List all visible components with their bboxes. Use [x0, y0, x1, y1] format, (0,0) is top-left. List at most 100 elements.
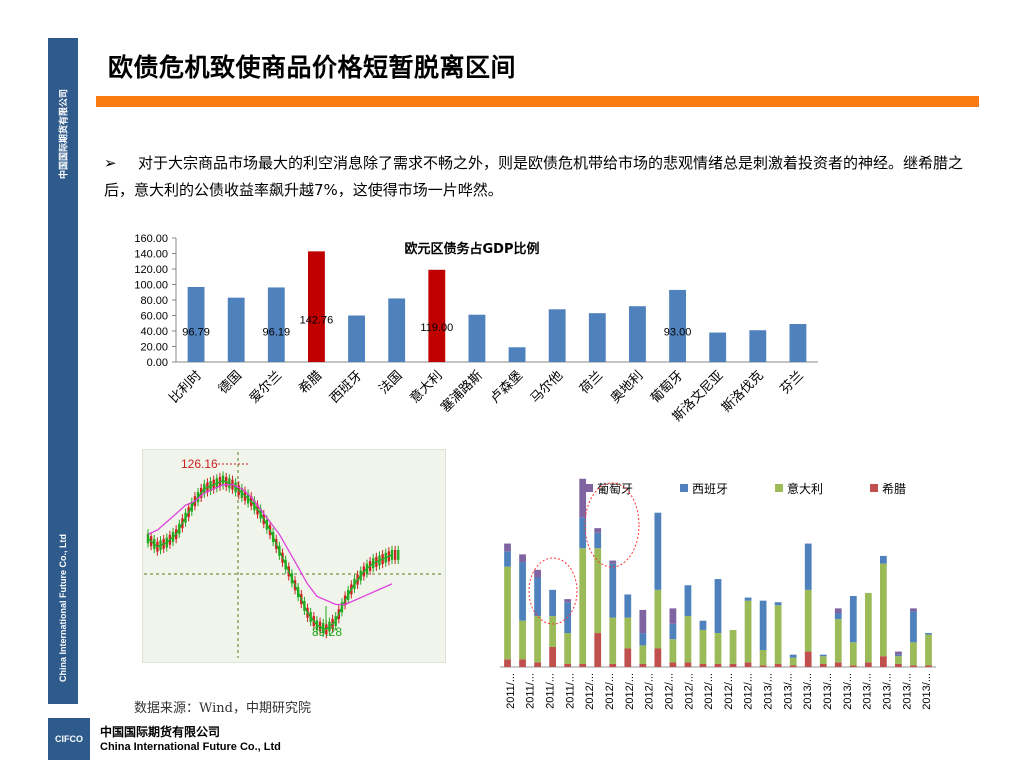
- stacked-bar-seg: [774, 663, 782, 667]
- bar-category-label: 芬兰: [778, 368, 807, 397]
- stacked-bar-seg: [594, 548, 602, 634]
- stacked-bar-seg: [624, 617, 632, 649]
- stacked-bar-seg: [519, 562, 526, 621]
- stacked-bar-seg: [579, 663, 587, 667]
- stacked-bar-seg: [534, 662, 541, 667]
- stacked-bar-seg: [609, 663, 617, 667]
- stacked-bar-seg: [669, 623, 677, 640]
- stacked-bar-seg: [789, 657, 797, 666]
- bar-data-label: 142.76: [300, 314, 334, 326]
- stacked-bar-seg: [895, 663, 902, 667]
- highlight-circle: [584, 482, 640, 568]
- bar-8: [508, 347, 526, 362]
- stacked-bar-seg: [759, 665, 767, 667]
- bar-category-label: 马尔他: [528, 368, 566, 406]
- bar-13: [709, 332, 727, 362]
- stacked-bar-seg: [895, 651, 902, 655]
- stacked-bar-seg: [879, 656, 887, 667]
- stacked-bar-seg: [669, 639, 677, 663]
- sidebar-band: 中国国际期货有限公司 China International Future Co…: [48, 38, 78, 704]
- stacked-bar-seg: [789, 654, 797, 658]
- stacked-bar-seg: [519, 659, 526, 667]
- stacked-bar-seg: [864, 592, 872, 663]
- bar-9: [548, 309, 566, 362]
- stacked-bar-seg: [895, 656, 902, 664]
- stacked-x-label: 2013/...: [842, 673, 854, 710]
- data-source: 数据来源：Wind，中期研究院: [134, 701, 311, 716]
- stacked-x-label: 2012/...: [624, 673, 636, 710]
- stacked-bar-seg: [534, 616, 541, 663]
- bar-category-label: 希腊: [296, 368, 325, 397]
- stacked-bar-seg: [834, 619, 842, 663]
- stacked-bar-seg: [864, 662, 872, 667]
- page-title: 欧债危机致使商品价格短暂脱离区间: [108, 53, 517, 82]
- bar-data-label: 96.79: [182, 327, 210, 339]
- bar-category-label: 塞浦路斯: [438, 368, 486, 416]
- stacked-bar-seg: [759, 650, 767, 666]
- stacked-bar-seg: [804, 543, 812, 590]
- stacked-bar-seg: [549, 646, 557, 667]
- bar-15: [789, 324, 807, 362]
- bar-12: [669, 289, 686, 362]
- stacked-bar-seg: [594, 528, 602, 533]
- stacked-bar-seg: [504, 551, 511, 567]
- stacked-bar-seg: [669, 608, 677, 624]
- stacked-bar-seg: [804, 651, 812, 667]
- stacked-bar-seg: [579, 517, 587, 549]
- stacked-bar-seg: [714, 633, 722, 664]
- stacked-bar-seg: [910, 608, 917, 612]
- stacked-bar-seg: [819, 663, 827, 667]
- stacked-bar-seg: [759, 600, 767, 651]
- bar-0: [187, 286, 205, 362]
- highlight-circle: [528, 557, 578, 625]
- bar-14: [749, 330, 767, 362]
- stacked-legend-swatch: [870, 484, 878, 492]
- bar-6: [428, 269, 446, 362]
- bar-category-label: 荷兰: [577, 368, 606, 397]
- stacked-bar-seg: [699, 620, 707, 630]
- stacked-x-label: 2013/...: [763, 673, 775, 710]
- stacked-bar-seg: [624, 594, 632, 618]
- bar-category-label: 斯洛伐克: [719, 368, 766, 415]
- stacked-bar-seg: [879, 555, 887, 564]
- stacked-bar-seg: [594, 532, 602, 549]
- stacked-legend-label: 希腊: [882, 481, 906, 496]
- bar-3: [308, 251, 325, 362]
- stacked-x-label: 2012/...: [644, 673, 656, 710]
- footer-company-cn: 中国国际期货有限公司: [100, 725, 221, 739]
- stacked-x-label: 2012/...: [584, 673, 596, 710]
- stacked-bar-seg: [879, 563, 887, 657]
- stacked-bar-seg: [609, 560, 617, 564]
- stacked-bar-seg: [534, 569, 541, 578]
- stacked-bar-seg: [774, 602, 782, 606]
- stacked-bar-seg: [925, 633, 932, 635]
- stacked-legend-label: 意大利: [787, 481, 823, 496]
- bar-chart-y-tick-label: 60.00: [140, 311, 168, 323]
- stacked-legend-swatch: [775, 484, 783, 492]
- stacked-bar-seg: [714, 579, 722, 634]
- stacked-bar-seg: [534, 577, 541, 617]
- stacked-x-label: 2013/...: [822, 673, 834, 710]
- stacked-bar-seg: [895, 654, 902, 657]
- stacked-bar-seg: [519, 620, 526, 660]
- stacked-x-label: 2011/...: [525, 673, 537, 709]
- bar-category-label: 意大利: [407, 368, 446, 407]
- stacked-bar-seg: [789, 665, 797, 667]
- bullet-text: 对于大宗商品市场最大的利空消息除了需求不畅之外，则是欧债危机带给市场的悲观情绪总…: [104, 154, 964, 199]
- stacked-bar-seg: [504, 543, 511, 552]
- stacked-bar-seg: [729, 629, 737, 664]
- bar-11: [629, 306, 646, 362]
- bar-category-label: 德国: [216, 368, 245, 397]
- stacked-x-label: 2013/...: [921, 673, 933, 710]
- stacked-bar-seg: [654, 589, 662, 649]
- stacked-legend-swatch: [680, 484, 688, 492]
- bar-category-label: 西班牙: [327, 368, 365, 406]
- stacked-bar-seg: [579, 478, 587, 518]
- stacked-bar-seg: [910, 665, 917, 667]
- stacked-bar-seg: [819, 656, 827, 664]
- stacked-bar-seg: [910, 642, 917, 666]
- stacked-bar-seg: [609, 617, 617, 664]
- stacked-bar-seg: [564, 663, 572, 667]
- stacked-bar-seg: [639, 633, 647, 646]
- bar-2: [267, 287, 285, 362]
